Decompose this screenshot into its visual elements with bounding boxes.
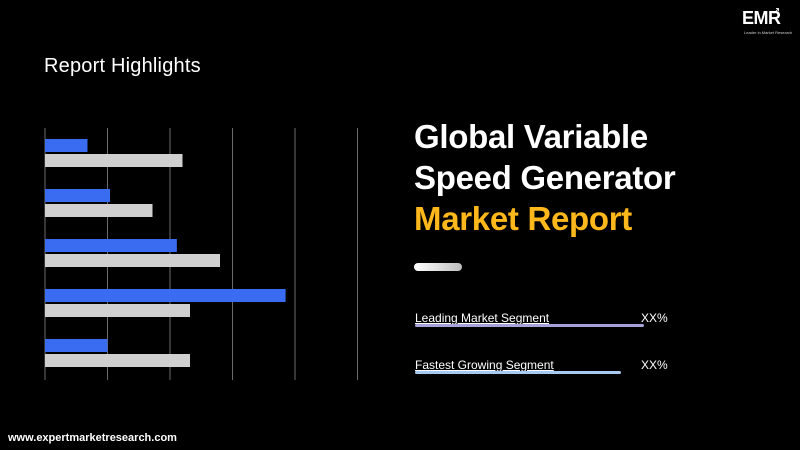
- blue-bar: [45, 139, 88, 152]
- section-title: Report Highlights: [44, 55, 201, 77]
- report-headline: Global Variable Speed Generator Market R…: [414, 116, 676, 239]
- blue-bar: [45, 289, 286, 302]
- decorative-pill: [414, 263, 462, 271]
- logo-tagline: Leader in Market Research: [744, 30, 793, 35]
- gray-bar: [45, 254, 220, 267]
- gray-bar: [45, 354, 190, 367]
- gray-bar: [45, 204, 153, 217]
- bar-chart: [44, 128, 358, 380]
- leading-segment-bar: [415, 324, 644, 327]
- leading-segment-value: XX%: [641, 311, 668, 325]
- gray-bar: [45, 154, 183, 167]
- fastest-segment-label: Fastest Growing Segment: [415, 358, 554, 372]
- headline-line-2: Speed Generator: [414, 159, 676, 196]
- headline-line-1: Global Variable: [414, 118, 648, 155]
- blue-bar: [45, 239, 177, 252]
- gray-bar: [45, 304, 190, 317]
- footer-url[interactable]: www.expertmarketresearch.com: [8, 432, 177, 444]
- logo-mark: EMR: [742, 8, 781, 28]
- blue-bar: [45, 339, 108, 352]
- emr-logo: EMR ↗ Leader in Market Research: [742, 6, 794, 38]
- headline-accent-line: Market Report: [414, 200, 632, 237]
- fastest-segment-value: XX%: [641, 358, 668, 372]
- leading-segment-label: Leading Market Segment: [415, 311, 550, 325]
- logo-arrow-icon: ↗: [772, 6, 781, 17]
- fastest-segment-bar: [415, 371, 622, 374]
- blue-bar: [45, 189, 110, 202]
